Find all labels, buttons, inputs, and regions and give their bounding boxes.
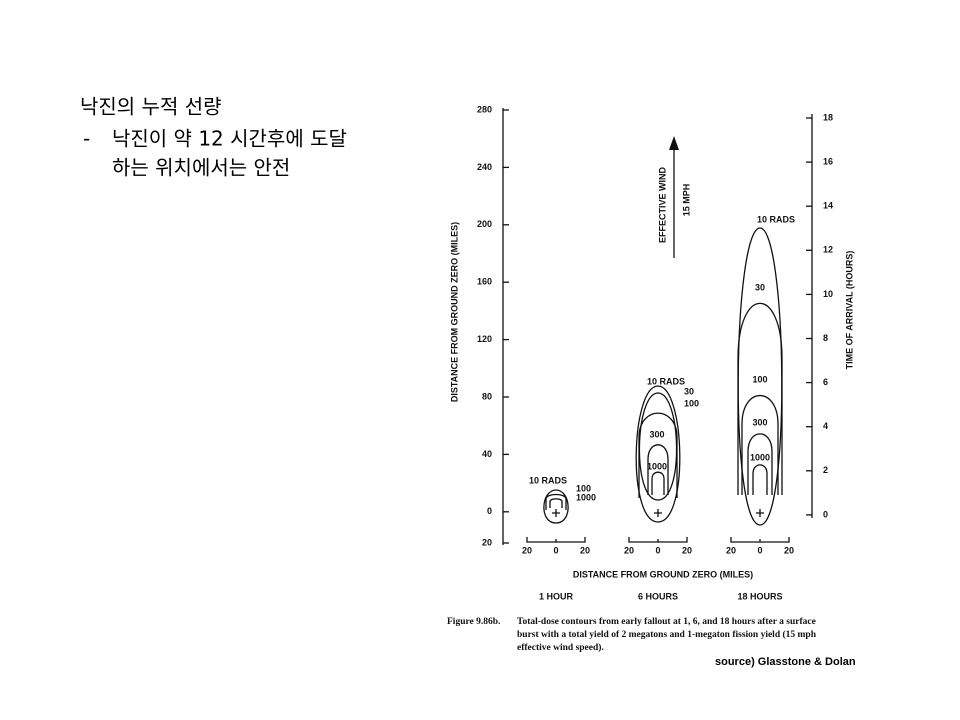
left-tick-label: 280 xyxy=(477,104,492,114)
right-tick-label: 16 xyxy=(823,156,833,166)
source: source) Glasstone & Dolan xyxy=(715,656,856,668)
contour-label: 300 xyxy=(649,429,664,439)
contour xyxy=(752,464,768,495)
bullet-line: 하는 위치에서는 안전 xyxy=(112,156,290,180)
left-axis-label: DISTANCE FROM GROUND ZERO (MILES) xyxy=(449,222,459,402)
left-tick-label: 0 xyxy=(487,506,492,516)
x-tick-label: 20 xyxy=(726,545,736,555)
caption-line: effective wind speed). xyxy=(517,642,604,653)
right-tick-label: 0 xyxy=(823,509,828,519)
contour-label: 30 xyxy=(755,282,765,292)
ground-zero xyxy=(756,509,764,517)
contour-label: 100 xyxy=(684,398,699,408)
contour xyxy=(545,493,567,510)
contour xyxy=(737,302,783,495)
right-axis-label: TIME OF ARRIVAL (HOURS) xyxy=(844,251,854,370)
contour-label: 100 xyxy=(576,483,591,493)
contour-label: 100 xyxy=(752,374,767,384)
x-tick-label: 20 xyxy=(784,545,794,555)
contour-label: 10 RADS xyxy=(647,376,685,386)
panel-title: 6 HOURS xyxy=(638,591,678,601)
x-axis-label: DISTANCE FROM GROUND ZERO (MILES) xyxy=(573,569,753,579)
contour-label: 300 xyxy=(752,417,767,427)
x-bracket xyxy=(526,537,586,543)
x-tick-label: 0 xyxy=(757,545,762,555)
x-tick-label: 20 xyxy=(522,545,532,555)
ground-zero xyxy=(552,509,560,517)
panel-title: 18 HOURS xyxy=(737,591,782,601)
contour xyxy=(747,433,773,495)
right-tick-label: 12 xyxy=(823,245,833,255)
bullet-line: 낙진이 약 12 시간후에 도달 xyxy=(112,127,347,151)
right-tick-label: 10 xyxy=(823,289,833,299)
left-tick-label: 20 xyxy=(482,537,492,547)
contour xyxy=(543,489,569,524)
contour-label: 1000 xyxy=(750,452,770,462)
right-tick-label: 6 xyxy=(823,377,828,387)
contour-label: 30 xyxy=(684,386,694,396)
contour xyxy=(638,412,678,498)
x-tick-label: 20 xyxy=(682,545,692,555)
caption-number: Figure 9.86b. xyxy=(447,617,500,627)
left-tick-label: 40 xyxy=(482,449,492,459)
right-tick-label: 2 xyxy=(823,465,828,475)
contour-label: 1000 xyxy=(647,461,667,471)
wind-label: EFFECTIVE WIND xyxy=(657,167,667,243)
x-tick-label: 20 xyxy=(580,545,590,555)
caption-line: burst with a total yield of 2 megatons a… xyxy=(517,629,817,640)
x-bracket xyxy=(628,537,688,543)
bullet-marker: - xyxy=(83,127,90,151)
wind-speed: 15 MPH xyxy=(681,184,691,217)
left-tick-label: 80 xyxy=(482,391,492,401)
right-tick-label: 8 xyxy=(823,333,828,343)
left-tick-label: 160 xyxy=(477,277,492,287)
contour-label: 10 RADS xyxy=(757,214,795,224)
contour xyxy=(638,392,678,501)
right-tick-label: 18 xyxy=(823,112,833,122)
contour-label: 1000 xyxy=(576,492,596,502)
x-tick-label: 0 xyxy=(553,545,558,555)
ground-zero xyxy=(654,509,662,517)
left-tick-label: 120 xyxy=(477,334,492,344)
heading: 낙진의 누적 선량 xyxy=(80,95,222,119)
right-tick-label: 4 xyxy=(823,421,828,431)
panel-title: 1 HOUR xyxy=(539,591,574,601)
caption-line: Total-dose contours from early fallout a… xyxy=(517,617,816,627)
x-bracket xyxy=(730,537,790,543)
contour xyxy=(549,498,563,508)
x-tick-label: 20 xyxy=(624,545,634,555)
right-tick-label: 14 xyxy=(823,201,833,211)
contour xyxy=(635,385,681,523)
contour xyxy=(651,471,665,495)
left-tick-label: 240 xyxy=(477,162,492,172)
contour-label: 10 RADS xyxy=(529,475,567,485)
left-tick-label: 200 xyxy=(477,219,492,229)
contour xyxy=(737,227,783,526)
contour xyxy=(741,395,779,495)
contour xyxy=(647,444,669,495)
x-tick-label: 0 xyxy=(655,545,660,555)
figure-axes xyxy=(502,108,813,545)
